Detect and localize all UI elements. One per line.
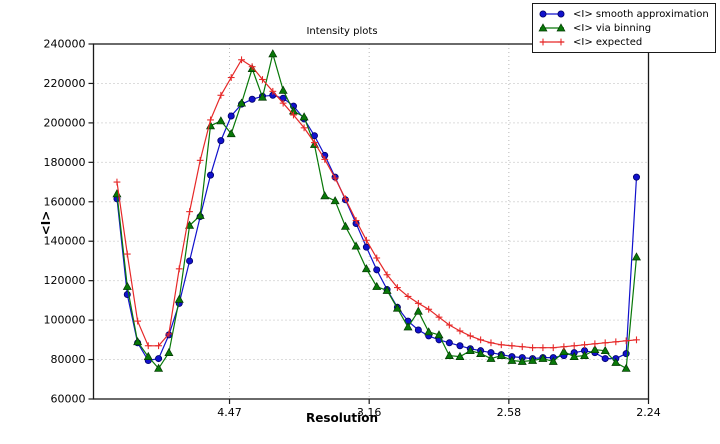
series-1 — [112, 49, 641, 372]
legend-label: <I> via binning — [573, 22, 652, 34]
y-tick-label: 120000 — [44, 274, 86, 287]
series-markers — [113, 56, 640, 352]
series-line — [116, 51, 638, 370]
circle-marker-sample-icon — [539, 10, 565, 18]
legend: <I> smooth approximation <I> via binning <… — [532, 3, 716, 53]
plus-marker-sample-icon — [539, 38, 565, 46]
y-tick-label: 80000 — [51, 353, 86, 366]
y-tick-label: 140000 — [44, 235, 86, 248]
x-tick-label: 2.24 — [636, 406, 661, 419]
series-line — [116, 58, 637, 349]
x-axis-label: Resolution — [305, 411, 379, 425]
legend-item: <I> expected — [538, 35, 709, 49]
legend-label: <I> expected — [573, 36, 643, 48]
x-tick-label: 2.58 — [497, 406, 522, 419]
series-2 — [113, 56, 640, 352]
y-tick-label: 60000 — [51, 393, 86, 406]
chart-title: Intensity plots — [306, 26, 378, 37]
y-tick-label: 220000 — [44, 77, 86, 90]
y-tick-label: 160000 — [44, 195, 86, 208]
series-line — [116, 94, 638, 362]
y-tick-label: 240000 — [44, 38, 86, 51]
y-tick-label: 100000 — [44, 314, 86, 327]
legend-item: <I> via binning — [538, 21, 709, 35]
y-tick-label: 200000 — [44, 116, 86, 129]
gridlines — [93, 44, 649, 399]
series-markers — [112, 49, 641, 372]
plot-frame — [92, 43, 650, 400]
y-axis-label: <I> — [39, 210, 53, 236]
x-tick-label: 3.16 — [357, 406, 382, 419]
x-tick-label: 4.47 — [217, 406, 242, 419]
tick-marks — [88, 43, 650, 404]
y-tick-label: 180000 — [44, 156, 86, 169]
legend-item: <I> smooth approximation — [538, 7, 709, 21]
legend-label: <I> smooth approximation — [573, 8, 709, 20]
triangle-marker-sample-icon — [538, 23, 566, 32]
